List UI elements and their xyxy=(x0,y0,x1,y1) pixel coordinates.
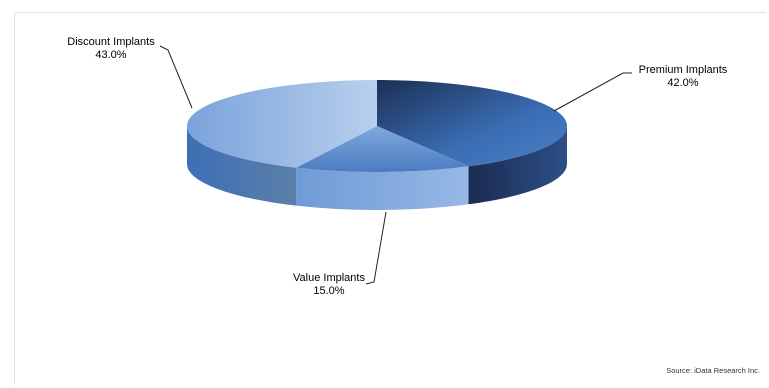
slice-side-discount xyxy=(296,166,469,210)
slice-side-premium xyxy=(468,126,567,205)
slice-premium xyxy=(377,80,567,167)
slice-discount xyxy=(187,80,377,168)
slice-value xyxy=(296,126,469,172)
slice-label: Discount Implants xyxy=(67,36,155,48)
leader-line xyxy=(159,45,193,109)
leader-line xyxy=(553,72,632,112)
source-note: Source: iData Research Inc. xyxy=(666,366,760,375)
slice-value-label: 15.0% xyxy=(313,285,344,297)
slice-value-label: 43.0% xyxy=(95,49,126,61)
leader-line xyxy=(365,211,387,285)
slice-side-value xyxy=(187,126,297,206)
slice-value-label: 42.0% xyxy=(667,77,698,89)
slice-label: Value Implants xyxy=(293,272,365,284)
slice-label: Premium Implants xyxy=(639,64,728,76)
